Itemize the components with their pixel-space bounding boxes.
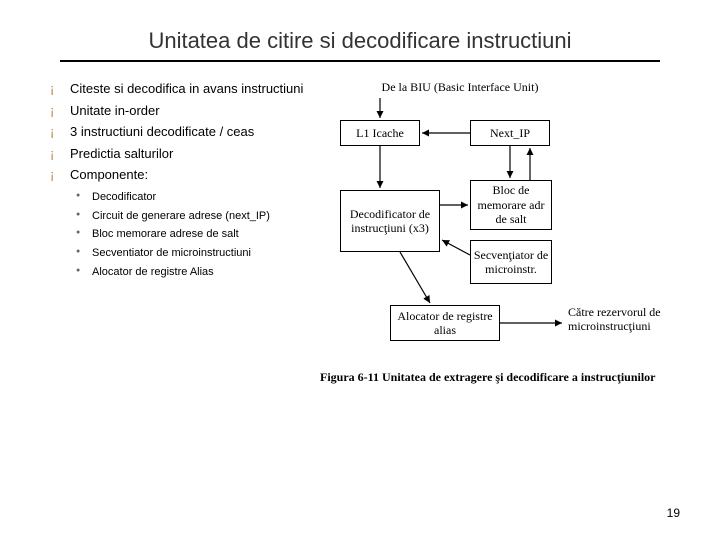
page-number: 19 — [667, 506, 680, 520]
diagram-column: De la BIU (Basic Interface Unit) L1 Icac… — [330, 80, 690, 420]
slide-title: Unitatea de citire si decodificare instr… — [0, 0, 720, 60]
bullet-item: Citeste si decodifica in avans instructi… — [50, 80, 320, 98]
sub-bullet-item: Alocator de registre Alias — [74, 265, 320, 280]
bullet-label: Componente: — [70, 167, 148, 182]
box-secventiator: Secvenţiator de microinstr. — [470, 240, 552, 284]
bullet-item: Predictia salturilor — [50, 145, 320, 163]
box-nextip: Next_IP — [470, 120, 550, 146]
text-column: Citeste si decodifica in avans instructi… — [50, 80, 330, 420]
diagram-caption: Figura 6-11 Unitatea de extragere şi dec… — [320, 370, 690, 385]
sub-bullet-item: Secventiator de microinstructiuni — [74, 246, 320, 261]
box-bloc-salt: Bloc de memorare adr de salt — [470, 180, 552, 230]
sub-bullet-list: Decodificator Circuit de generare adrese… — [74, 190, 320, 280]
content-area: Citeste si decodifica in avans instructi… — [0, 80, 720, 420]
bullet-item: Componente: Decodificator Circuit de gen… — [50, 166, 320, 280]
box-decoder: Decodificator de instrucţiuni (x3) — [340, 190, 440, 252]
title-underline — [60, 60, 660, 62]
sub-bullet-item: Circuit de generare adrese (next_IP) — [74, 209, 320, 224]
main-bullet-list: Citeste si decodifica in avans instructi… — [50, 80, 320, 280]
bullet-item: 3 instructiuni decodificate / ceas — [50, 123, 320, 141]
block-diagram: De la BIU (Basic Interface Unit) L1 Icac… — [330, 80, 680, 420]
sub-bullet-item: Bloc memorare adrese de salt — [74, 227, 320, 242]
box-l1icache: L1 Icache — [340, 120, 420, 146]
bullet-item: Unitate in-order — [50, 102, 320, 120]
diagram-right-label: Către rezervorul de microinstrucţiuni — [568, 305, 678, 334]
box-alocator: Alocator de registre alias — [390, 305, 500, 341]
sub-bullet-item: Decodificator — [74, 190, 320, 205]
diagram-top-label: De la BIU (Basic Interface Unit) — [360, 80, 560, 94]
